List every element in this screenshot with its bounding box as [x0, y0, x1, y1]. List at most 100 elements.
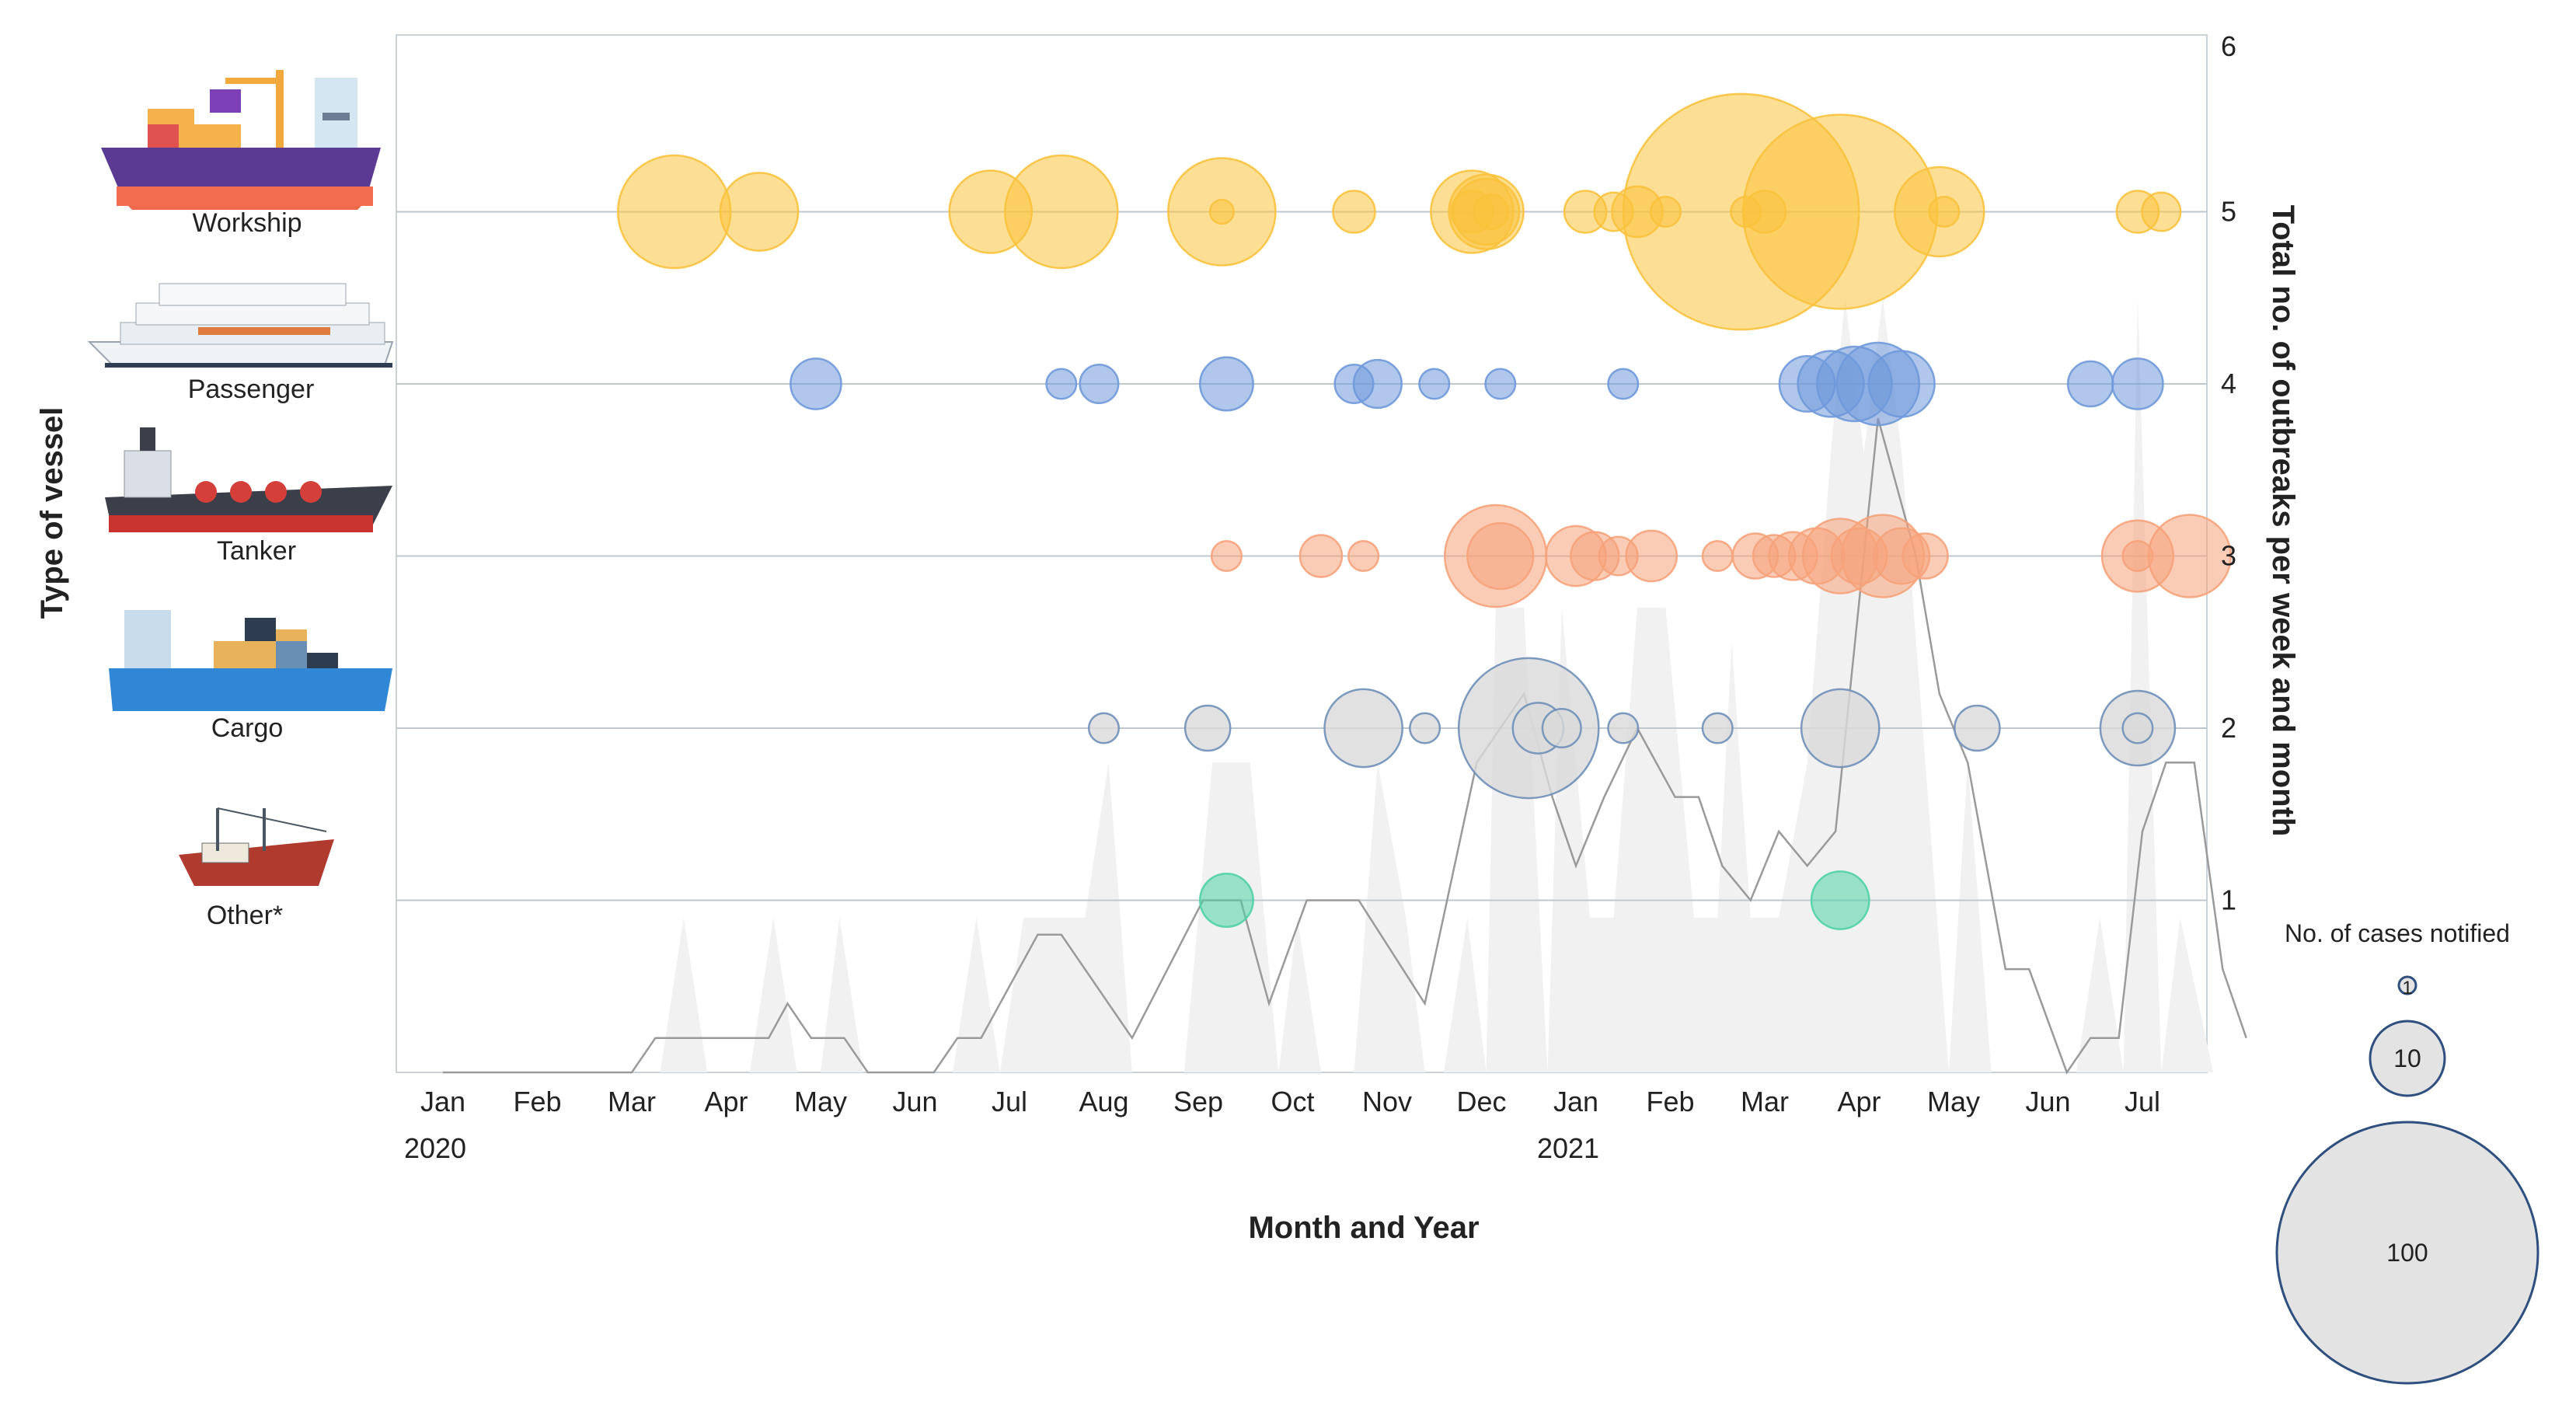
month-label: Dec	[1456, 1086, 1506, 1117]
outbreak-bubble-passenger	[1333, 363, 1375, 405]
month-label: Sep	[1173, 1086, 1223, 1117]
outbreak-bubble-cargo	[1409, 712, 1441, 744]
outbreak-bubble-workship	[1473, 193, 1510, 231]
month-label: Oct	[1271, 1086, 1314, 1117]
outbreak-bubble-tanker	[1347, 539, 1380, 573]
outbreak-bubble-workship	[1730, 195, 1762, 228]
outbreak-bubble-passenger	[2111, 357, 2164, 410]
outbreak-bubble-passenger	[1867, 350, 1936, 418]
outbreak-bubble-workship	[2141, 191, 2182, 232]
monthly-outbreak-line-path	[443, 417, 2247, 1075]
month-label: Apr	[704, 1086, 748, 1117]
month-label: Jun	[2025, 1086, 2070, 1117]
outbreak-bubble-tanker	[1752, 534, 1797, 578]
x-axis-month-labels: Jan Feb Mar Apr May Jun Jul Aug Sep Oct Nov Dec Jan F…	[404, 1086, 2160, 1164]
year-label: 2021	[1537, 1132, 1599, 1164]
monthly-outbreak-line	[443, 417, 2247, 1075]
size-legend-circle	[2397, 975, 2417, 995]
cargo-icon	[109, 610, 392, 711]
month-label: Mar	[608, 1086, 656, 1117]
month-label: Feb	[513, 1086, 561, 1117]
outbreak-bubble-passenger	[1418, 368, 1451, 400]
size-legend-label: 1	[2402, 978, 2412, 999]
outbreak-bubble-cargo	[1087, 712, 1121, 744]
outbreak-bubble-cargo	[1800, 688, 1881, 769]
size-legend-circle	[2369, 1020, 2446, 1097]
y-tick-label: 5	[2221, 196, 2236, 228]
month-label: Jul	[2125, 1086, 2160, 1117]
outbreak-bubble-passenger	[1045, 368, 1078, 400]
weekly-outbreak-area-shape	[443, 298, 2214, 1072]
outbreak-bubble-workship	[616, 154, 732, 270]
month-label: Apr	[1837, 1086, 1881, 1117]
outbreak-bubble-cargo	[1607, 712, 1640, 744]
y-right-axis-title: Total no. of outbreaks per week and mont…	[2266, 205, 2300, 837]
vessel-label-tanker: Tanker	[217, 536, 296, 566]
outbreak-bubble-tanker	[1210, 539, 1243, 573]
passenger-icon	[87, 283, 394, 368]
size-legend-label: 10	[2393, 1044, 2421, 1072]
outbreak-bubble-passenger	[1484, 368, 1517, 400]
outbreak-bubble-workship	[1332, 190, 1376, 234]
year-label: 2020	[404, 1132, 466, 1164]
outbreak-bubble-workship	[1208, 198, 1236, 225]
size-legend: 1 10 100	[2275, 975, 2539, 1385]
vessel-label-other: Other*	[207, 901, 283, 930]
vessel-label-passenger: Passenger	[188, 375, 315, 404]
outbreak-bubble-other	[1810, 870, 1870, 930]
vessel-type-labels: Workship Passenger Tanker Cargo Other*	[188, 208, 315, 930]
outbreak-bubble-tanker	[1701, 539, 1734, 573]
y-right-tick-labels: 1 2 3 4 5 6	[2221, 30, 2236, 916]
month-label: Aug	[1079, 1086, 1128, 1117]
outbreak-bubble-tanker	[1598, 535, 1639, 577]
y-tick-label: 4	[2221, 368, 2236, 399]
outbreak-bubble-passenger	[1079, 363, 1120, 405]
workship-icon	[101, 70, 381, 210]
outbreak-bubble-passenger	[2066, 360, 2114, 408]
outbreak-bubble-passenger	[1607, 368, 1640, 400]
outbreak-bubble-tanker	[2121, 539, 2154, 573]
size-legend-title: No. of cases notified	[2285, 919, 2510, 947]
y-left-axis-title: Type of vessel	[35, 407, 69, 619]
x-axis-title: Month and Year	[1248, 1211, 1479, 1245]
outbreak-bubble-tanker	[1466, 521, 1535, 591]
outbreak-bubble-cargo	[1541, 707, 1582, 749]
outbreak-bubble-cargo	[1323, 688, 1403, 769]
y-tick-label: 3	[2221, 540, 2236, 572]
outbreak-bubble-workship	[1649, 195, 1682, 228]
outbreak-bubble-cargo	[1954, 704, 2001, 752]
month-label: Jun	[892, 1086, 937, 1117]
vessel-label-cargo: Cargo	[211, 713, 284, 743]
outbreak-bubble-workship	[1593, 191, 1634, 232]
size-legend-label: 100	[2386, 1239, 2428, 1267]
outbreak-bubble-workship	[719, 172, 800, 252]
vessel-label-workship: Workship	[192, 208, 302, 238]
month-label: Nov	[1362, 1086, 1412, 1117]
y-tick-label: 1	[2221, 884, 2236, 916]
outbreak-bubble-tanker	[1298, 534, 1344, 578]
y-tick-label: 2	[2221, 712, 2236, 744]
outbreak-bubble-passenger	[1778, 355, 1836, 413]
fishing-boat-icon	[179, 807, 334, 886]
outbreak-bubble-workship	[948, 169, 1033, 254]
month-label: May	[1927, 1086, 1980, 1117]
outbreak-bubble-passenger	[790, 357, 842, 410]
outbreak-bubble-cargo	[2121, 712, 2154, 744]
tanker-icon	[105, 427, 392, 532]
month-label: Jan	[1553, 1086, 1598, 1117]
month-label: Jan	[420, 1086, 465, 1117]
month-label: Jul	[992, 1086, 1027, 1117]
month-label: Mar	[1741, 1086, 1789, 1117]
month-label: Feb	[1646, 1086, 1694, 1117]
outbreak-bubble-other	[1199, 873, 1254, 928]
outbreak-bubble-cargo	[1701, 712, 1734, 744]
outbreak-bubble-passenger	[1199, 356, 1254, 412]
outbreak-bubbles	[616, 92, 2232, 930]
outbreak-bubble-cargo	[1183, 704, 1232, 752]
outbreak-bubble-workship	[1928, 195, 1961, 228]
size-legend-circle	[2275, 1121, 2539, 1385]
y-tick-label: 6	[2221, 30, 2236, 62]
weekly-outbreak-area	[443, 298, 2214, 1072]
outbreak-bubble-tanker	[1901, 532, 1949, 580]
